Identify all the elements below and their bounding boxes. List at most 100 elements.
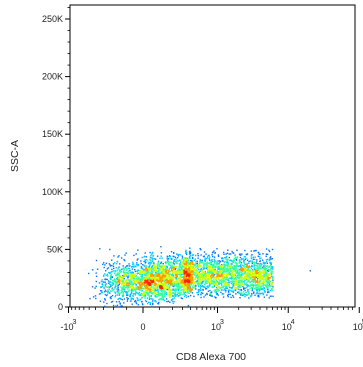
- data-point: [142, 264, 144, 266]
- data-point: [173, 297, 176, 299]
- data-point: [135, 264, 138, 266]
- data-point: [156, 265, 159, 267]
- data-point: [154, 300, 156, 302]
- data-point: [231, 286, 233, 289]
- data-point: [125, 294, 128, 297]
- data-point: [106, 293, 108, 296]
- data-point: [196, 283, 199, 286]
- data-point: [193, 269, 196, 271]
- data-point: [117, 279, 119, 281]
- data-point: [131, 275, 133, 277]
- data-point: [269, 257, 271, 259]
- data-point: [140, 260, 142, 262]
- data-point: [153, 266, 155, 268]
- data-point: [241, 272, 243, 274]
- data-point: [227, 264, 229, 266]
- data-point: [240, 291, 242, 293]
- data-point: [217, 254, 220, 256]
- data-point: [188, 266, 190, 268]
- data-point: [165, 287, 167, 290]
- data-point: [268, 259, 271, 261]
- data-point: [131, 280, 133, 282]
- data-point: [114, 270, 117, 273]
- data-point: [175, 270, 177, 272]
- data-point: [169, 301, 171, 303]
- data-point: [162, 272, 165, 275]
- data-point: [198, 275, 200, 278]
- data-point: [246, 263, 248, 265]
- data-point: [204, 274, 207, 276]
- data-point: [173, 301, 175, 303]
- data-point: [131, 288, 133, 290]
- data-point: [203, 273, 206, 275]
- data-point: [234, 278, 236, 280]
- data-point: [203, 272, 206, 274]
- data-point: [244, 273, 246, 275]
- data-point: [136, 299, 139, 302]
- data-point: [262, 270, 264, 272]
- data-point: [239, 256, 242, 259]
- data-point: [204, 260, 206, 263]
- data-point: [226, 287, 229, 289]
- data-point: [229, 277, 231, 279]
- data-point: [160, 266, 162, 268]
- data-point: [184, 281, 186, 283]
- data-point: [185, 288, 187, 290]
- data-point: [118, 275, 120, 277]
- data-point: [152, 290, 155, 292]
- data-point: [116, 285, 119, 287]
- data-point: [172, 278, 175, 280]
- data-point: [107, 275, 109, 277]
- data-point: [222, 268, 224, 270]
- data-point: [134, 299, 137, 302]
- data-point: [148, 270, 150, 272]
- data-point: [145, 286, 147, 289]
- data-point: [157, 277, 159, 279]
- data-point: [104, 294, 107, 296]
- data-point: [216, 284, 218, 286]
- data-point: [258, 290, 261, 292]
- data-point: [149, 263, 151, 265]
- data-point: [183, 285, 186, 287]
- data-point: [228, 285, 230, 287]
- data-point: [105, 262, 108, 264]
- data-point: [259, 265, 261, 267]
- data-point: [186, 260, 189, 262]
- data-point: [137, 249, 139, 251]
- data-point: [128, 267, 131, 270]
- data-point: [125, 280, 127, 283]
- data-point: [103, 287, 105, 289]
- data-point: [206, 286, 208, 288]
- data-point: [153, 275, 156, 277]
- data-point: [187, 262, 189, 265]
- data-point: [153, 268, 156, 271]
- data-point: [126, 296, 128, 299]
- data-point: [244, 296, 246, 298]
- data-point: [248, 273, 251, 276]
- data-point: [215, 261, 217, 263]
- data-point: [121, 283, 123, 285]
- data-point: [247, 290, 249, 292]
- data-point: [236, 270, 238, 272]
- data-point: [159, 289, 161, 291]
- data-point: [147, 283, 149, 285]
- data-point: [175, 288, 177, 290]
- data-point: [203, 267, 205, 270]
- data-point: [100, 290, 102, 292]
- data-point: [177, 283, 180, 285]
- data-point: [179, 271, 181, 274]
- data-point: [210, 295, 212, 297]
- data-point: [194, 261, 197, 263]
- data-point: [166, 255, 169, 257]
- data-point: [184, 263, 186, 265]
- data-point: [125, 267, 127, 270]
- data-point: [269, 268, 272, 270]
- data-point: [245, 274, 247, 277]
- data-point: [150, 270, 153, 273]
- data-point: [120, 286, 122, 288]
- data-point: [123, 288, 125, 290]
- data-point: [201, 272, 203, 274]
- data-point: [248, 277, 250, 280]
- data-point: [149, 290, 151, 292]
- data-point: [160, 290, 163, 293]
